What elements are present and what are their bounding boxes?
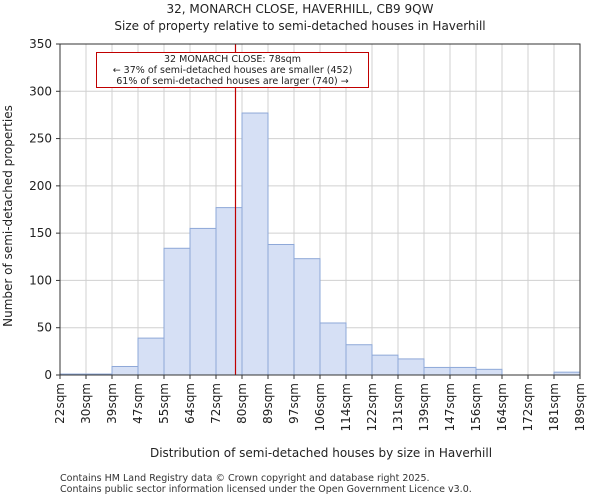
x-tick-label: 22sqm: [53, 383, 67, 424]
y-tick-label: 100: [29, 273, 52, 287]
x-tick-label: 89sqm: [261, 383, 275, 424]
annotation-box: 32 MONARCH CLOSE: 78sqm ← 37% of semi-de…: [96, 52, 369, 88]
y-tick-label: 200: [29, 179, 52, 193]
x-tick-label: 106sqm: [313, 383, 327, 431]
y-axis-label: Number of semi-detached properties: [1, 105, 15, 327]
histogram-bar: [423, 366, 451, 376]
histogram-bar: [241, 112, 269, 376]
y-tick-label: 250: [29, 132, 52, 146]
y-tick-label: 350: [29, 37, 52, 51]
bars: [59, 112, 581, 376]
chart-subtitle: Size of property relative to semi-detach…: [114, 19, 486, 33]
x-tick-label: 97sqm: [287, 383, 301, 424]
y-tick-label: 150: [29, 226, 52, 240]
histogram-bar: [371, 354, 399, 376]
histogram-bar: [137, 337, 165, 376]
x-tick-label: 156sqm: [469, 383, 483, 431]
histogram-bar: [267, 243, 295, 376]
x-tick-label: 147sqm: [443, 383, 457, 431]
x-tick-label: 39sqm: [105, 383, 119, 424]
x-tick-label: 64sqm: [183, 383, 197, 424]
annotation-line-2: ← 37% of semi-detached houses are smalle…: [112, 65, 353, 76]
histogram-bar: [163, 247, 191, 376]
histogram-bar: [397, 358, 425, 376]
x-tick-label: 47sqm: [131, 383, 145, 424]
x-tick-label: 80sqm: [235, 383, 249, 424]
footer-licence: Contains public sector information licen…: [60, 484, 472, 495]
histogram-bar: [319, 322, 347, 376]
histogram-bar: [475, 368, 503, 376]
annotation-line-1: 32 MONARCH CLOSE: 78sqm: [164, 54, 301, 65]
histogram-bar: [189, 227, 217, 376]
x-tick-label: 114sqm: [339, 383, 353, 431]
x-tick-label: 131sqm: [391, 383, 405, 431]
x-tick-label: 72sqm: [209, 383, 223, 424]
x-tick-label: 172sqm: [521, 383, 535, 431]
x-tick-label: 181sqm: [547, 383, 561, 431]
histogram-bar: [345, 344, 373, 376]
x-tick-label: 139sqm: [417, 383, 431, 431]
histogram-bar: [111, 365, 139, 376]
y-tick-label: 0: [44, 368, 52, 382]
x-tick-label: 55sqm: [157, 383, 171, 424]
x-tick-label: 189sqm: [573, 383, 587, 431]
annotation-line-3: 61% of semi-detached houses are larger (…: [116, 76, 349, 87]
histogram-bar: [449, 366, 477, 376]
x-tick-label: 122sqm: [365, 383, 379, 431]
footer-copyright: Contains HM Land Registry data © Crown c…: [60, 473, 430, 484]
axes: 0 50 100 150 200 250 300 350 22sqm 30sqm 39sqm 47sq…: [29, 37, 587, 431]
x-axis-label: Distribution of semi-detached houses by …: [150, 446, 492, 460]
chart-title: 32, MONARCH CLOSE, HAVERHILL, CB9 9QW: [166, 2, 434, 16]
histogram-bar: [293, 258, 321, 376]
y-tick-label: 50: [37, 321, 52, 335]
histogram-bar: [215, 207, 243, 376]
x-tick-label: 30sqm: [79, 383, 93, 424]
y-tick-label: 300: [29, 84, 52, 98]
histogram-chart: 0 50 100 150 200 250 300 350 22sqm 30sqm 39sqm 47sq…: [1, 37, 587, 460]
x-tick-label: 164sqm: [495, 383, 509, 431]
